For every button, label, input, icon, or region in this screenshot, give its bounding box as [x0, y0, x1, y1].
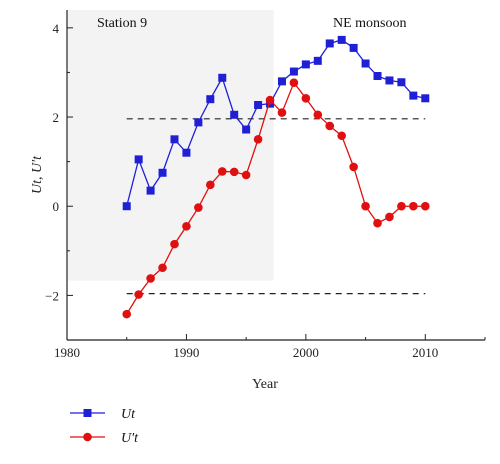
data-point — [397, 201, 406, 211]
data-point — [349, 162, 358, 172]
legend-label: Ut — [121, 407, 136, 422]
data-point — [313, 110, 323, 120]
y-tick-label: −2 — [45, 288, 59, 303]
data-point — [170, 239, 179, 249]
x-tick-label: 2000 — [293, 345, 319, 360]
legend: Ut U′t — [70, 407, 139, 446]
data-point — [325, 39, 334, 48]
data-point — [409, 91, 418, 100]
data-point — [146, 274, 155, 283]
data-point — [158, 168, 167, 177]
x-tick-label: 2010 — [412, 345, 438, 360]
x-tick-label: 1980 — [54, 345, 80, 360]
legend-label: U′t — [121, 431, 139, 446]
legend-marker — [83, 432, 92, 442]
data-point — [313, 56, 322, 65]
series-2 — [122, 78, 430, 319]
data-point — [218, 73, 227, 82]
legend-marker — [83, 409, 92, 417]
data-point — [277, 77, 286, 86]
x-tick-label: 1990 — [173, 345, 199, 360]
reference-lines — [126, 118, 426, 295]
data-point — [194, 203, 203, 212]
legend-item-2: U′t — [70, 431, 139, 446]
data-point — [230, 110, 239, 119]
data-point — [337, 35, 346, 44]
data-point — [373, 72, 382, 80]
data-point — [146, 186, 155, 195]
data-point — [134, 155, 143, 164]
y-axis-title: Ut, U′t — [30, 155, 45, 194]
data-point — [241, 170, 251, 180]
data-point — [182, 148, 191, 157]
data-point — [361, 201, 370, 211]
series-1 — [122, 35, 430, 211]
data-point — [122, 202, 131, 211]
series-layer — [122, 35, 430, 319]
data-point — [397, 78, 406, 87]
data-point — [158, 263, 167, 273]
data-point — [242, 125, 251, 134]
data-point — [122, 309, 132, 319]
data-point — [385, 76, 394, 85]
data-point — [229, 167, 239, 177]
data-point — [170, 135, 179, 144]
data-point — [134, 290, 143, 299]
data-point — [217, 167, 227, 176]
data-point — [277, 108, 287, 117]
data-point — [206, 95, 215, 104]
data-point — [253, 135, 263, 144]
data-point — [325, 121, 335, 131]
data-point — [182, 221, 191, 231]
data-point — [337, 131, 346, 141]
data-point — [361, 59, 370, 68]
data-point — [254, 100, 263, 109]
data-point — [409, 201, 418, 211]
y-tick-label: 4 — [53, 21, 60, 36]
data-point — [373, 218, 382, 228]
data-point — [289, 67, 298, 76]
data-point — [301, 93, 311, 103]
y-tick-label: 2 — [53, 110, 60, 125]
x-axis-title: Year — [252, 377, 278, 392]
data-point — [289, 78, 299, 87]
axes — [66, 10, 485, 341]
data-point — [420, 201, 430, 211]
data-point — [206, 180, 215, 190]
data-point — [194, 118, 203, 127]
annotation-season: NE monsoon — [333, 16, 407, 31]
data-point — [421, 94, 430, 103]
data-point — [265, 95, 275, 105]
legend-item-1: Ut — [70, 407, 136, 422]
data-point — [301, 60, 310, 69]
y-tick-label: 0 — [53, 199, 60, 214]
data-point — [349, 43, 358, 52]
annotation-station: Station 9 — [97, 16, 147, 31]
data-point — [385, 212, 394, 222]
shaded-region — [68, 10, 274, 281]
ticks: 1980 1990 2000 2010 −2 0 2 4 — [45, 21, 486, 360]
